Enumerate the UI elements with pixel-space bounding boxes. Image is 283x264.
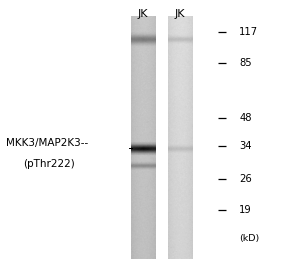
Text: 19: 19 [239,205,252,215]
Text: 26: 26 [239,174,252,184]
Text: 48: 48 [239,113,252,123]
Text: MKK3/MAP2K3--: MKK3/MAP2K3-- [6,138,88,148]
Text: 34: 34 [239,141,252,151]
Text: 117: 117 [239,27,258,37]
Text: (pThr222): (pThr222) [23,159,74,169]
Text: 85: 85 [239,58,252,68]
Text: JK: JK [138,9,148,19]
Text: (kD): (kD) [239,234,260,243]
Text: JK: JK [174,9,185,19]
